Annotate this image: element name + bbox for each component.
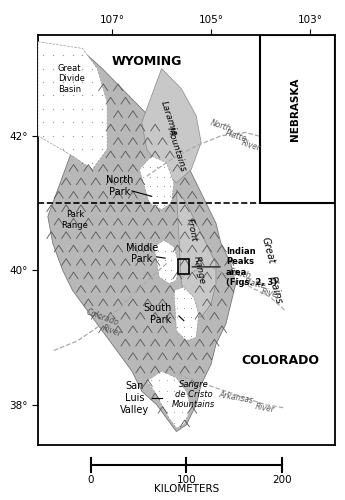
Polygon shape	[48, 55, 236, 432]
Text: Laramie: Laramie	[159, 100, 179, 138]
Bar	[178, 260, 189, 274]
Text: River: River	[261, 288, 282, 300]
Polygon shape	[139, 156, 174, 210]
Text: Front: Front	[184, 218, 198, 242]
Text: Great: Great	[259, 236, 276, 264]
Text: NEBRASKA: NEBRASKA	[290, 77, 300, 140]
Polygon shape	[154, 240, 179, 284]
Text: San
Luis
Valley: San Luis Valley	[120, 382, 149, 414]
Text: River: River	[240, 138, 262, 153]
Text: 100: 100	[177, 475, 196, 485]
Text: Platte: Platte	[244, 277, 267, 290]
Polygon shape	[142, 68, 201, 183]
Text: South: South	[229, 267, 253, 280]
Text: North
Park: North Park	[106, 176, 133, 197]
Text: Indian
Peaks
area
(Figs. 2, 3): Indian Peaks area (Figs. 2, 3)	[192, 247, 277, 287]
Bar	[260, 35, 335, 203]
Polygon shape	[176, 190, 216, 318]
Text: Plains: Plains	[267, 276, 284, 306]
Text: River: River	[101, 323, 123, 338]
Text: Park
Range: Park Range	[62, 210, 88, 230]
Text: Middle
Park: Middle Park	[126, 242, 158, 264]
Text: Platte: Platte	[224, 128, 248, 144]
Polygon shape	[174, 287, 199, 341]
Text: Range: Range	[191, 255, 206, 285]
Text: 200: 200	[272, 475, 292, 485]
Text: WYOMING: WYOMING	[111, 56, 182, 68]
Text: COLORADO: COLORADO	[241, 354, 319, 368]
Text: KILOMETERS: KILOMETERS	[154, 484, 219, 494]
Polygon shape	[38, 42, 107, 170]
Text: Arkansas: Arkansas	[218, 390, 254, 406]
Text: North: North	[209, 118, 233, 134]
Text: 0: 0	[87, 475, 94, 485]
Text: Mountains: Mountains	[165, 126, 188, 173]
Text: Great
Divide
Basin: Great Divide Basin	[58, 64, 85, 94]
Text: River: River	[255, 402, 276, 414]
Text: South
Park: South Park	[143, 303, 171, 324]
Text: Sangre
de Cristo
Mountains: Sangre de Cristo Mountains	[172, 380, 215, 410]
Polygon shape	[147, 371, 191, 428]
Text: Colorado: Colorado	[85, 308, 120, 328]
